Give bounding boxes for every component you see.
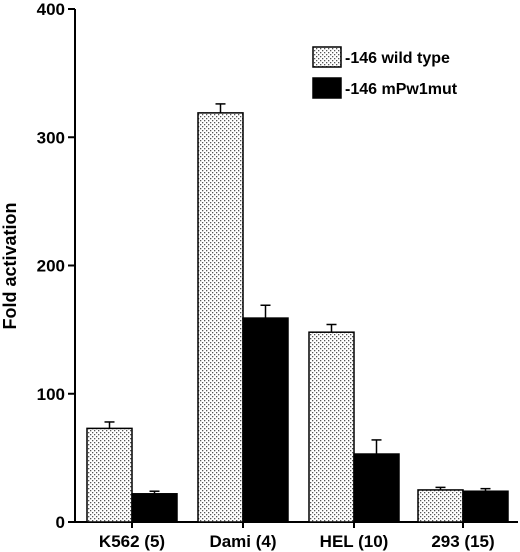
bar-mpw1mut [462, 490, 509, 523]
bar-mpw1mut [242, 317, 289, 523]
x-tick-label: HEL (10) [320, 532, 389, 551]
y-tick-label: 400 [37, 0, 65, 19]
y-tick-label: 100 [37, 385, 65, 404]
legend-swatch-wild-type [312, 46, 342, 68]
legend-label-wild-type: -146 wild type [345, 50, 450, 67]
y-axis-title: Fold activation [0, 202, 20, 329]
y-tick-label: 200 [37, 257, 65, 276]
x-tick-label: Dami (4) [209, 532, 276, 551]
bar-wild-type [417, 489, 464, 523]
bar-wild-type [86, 427, 133, 523]
y-tick-label: 300 [37, 128, 65, 147]
y-tick-label: 0 [56, 513, 65, 532]
legend-swatch-mpw1mut [312, 77, 342, 99]
legend-label-mpw1mut: -146 mPw1mut [345, 81, 458, 98]
bar-mpw1mut [131, 493, 178, 523]
x-tick-label: K562 (5) [99, 532, 165, 551]
x-tick-label: 293 (15) [431, 532, 494, 551]
bar-wild-type [197, 112, 244, 523]
bar-wild-type [308, 331, 355, 523]
bar-mpw1mut [353, 453, 400, 523]
